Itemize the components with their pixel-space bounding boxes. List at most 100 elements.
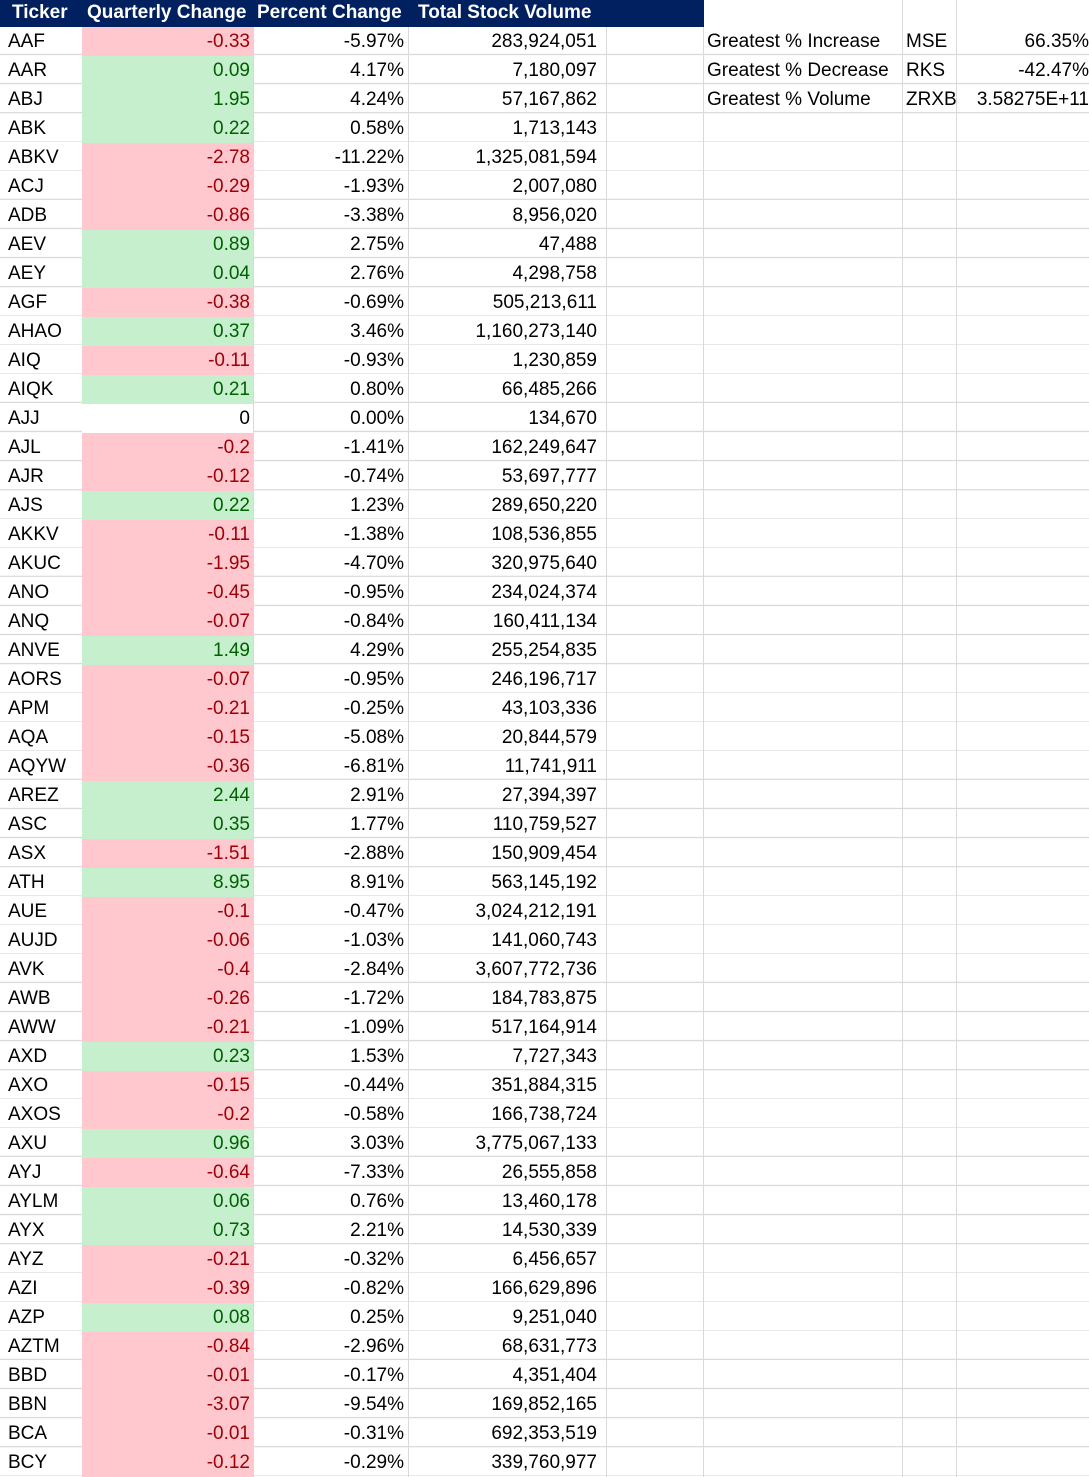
ticker-cell[interactable]: AWW — [8, 1017, 56, 1038]
total-stock-volume-cell[interactable]: 1,325,081,594 — [475, 147, 597, 168]
percent-change-cell[interactable]: -0.84% — [343, 611, 404, 632]
ticker-cell[interactable]: APM — [8, 698, 50, 719]
ticker-cell[interactable]: ASC — [8, 814, 48, 835]
total-stock-volume-cell[interactable]: 184,783,875 — [491, 988, 597, 1009]
ticker-cell[interactable]: AEY — [8, 263, 47, 284]
quarterly-change-cell[interactable]: 2.44 — [82, 781, 253, 810]
ticker-cell[interactable]: ANQ — [8, 611, 50, 632]
total-stock-volume-cell[interactable]: 47,488 — [538, 234, 597, 255]
ticker-cell[interactable]: AIQ — [8, 350, 41, 371]
quarterly-change-cell[interactable]: -0.07 — [82, 607, 253, 636]
percent-change-cell[interactable]: 2.21% — [350, 1220, 404, 1241]
quarterly-change-cell[interactable]: -0.2 — [82, 433, 253, 462]
total-stock-volume-cell[interactable]: 4,351,404 — [512, 1365, 597, 1386]
summary-label-cell[interactable]: Greatest % Increase — [707, 31, 881, 52]
ticker-cell[interactable]: AKUC — [8, 553, 61, 574]
ticker-cell[interactable]: ABKV — [8, 147, 59, 168]
total-stock-volume-cell[interactable]: 234,024,374 — [491, 582, 597, 603]
summary-value-cell[interactable]: 3.58275E+11 — [976, 89, 1089, 110]
quarterly-change-cell[interactable]: -0.1 — [82, 897, 253, 926]
ticker-cell[interactable]: BCA — [8, 1423, 48, 1444]
header-percent-change[interactable]: Percent Change — [257, 2, 402, 23]
total-stock-volume-cell[interactable]: 505,213,611 — [492, 292, 597, 313]
total-stock-volume-cell[interactable]: 3,607,772,736 — [475, 959, 597, 980]
total-stock-volume-cell[interactable]: 160,411,134 — [492, 611, 597, 632]
total-stock-volume-cell[interactable]: 53,697,777 — [501, 466, 597, 487]
ticker-cell[interactable]: ATH — [8, 872, 45, 893]
summary-ticker-cell[interactable]: ZRXB — [906, 89, 956, 110]
quarterly-change-cell[interactable]: -0.86 — [82, 201, 253, 230]
percent-change-cell[interactable]: -1.09% — [343, 1017, 404, 1038]
total-stock-volume-cell[interactable]: 14,530,339 — [501, 1220, 597, 1241]
quarterly-change-cell[interactable]: -0.15 — [82, 1071, 253, 1100]
total-stock-volume-cell[interactable]: 166,738,724 — [491, 1104, 597, 1125]
total-stock-volume-cell[interactable]: 169,852,165 — [491, 1394, 597, 1415]
percent-change-cell[interactable]: 4.24% — [350, 89, 404, 110]
total-stock-volume-cell[interactable]: 1,713,143 — [512, 118, 597, 139]
percent-change-cell[interactable]: 0.80% — [350, 379, 404, 400]
quarterly-change-cell[interactable]: 0.21 — [82, 375, 253, 404]
ticker-cell[interactable]: AXU — [8, 1133, 48, 1154]
quarterly-change-cell[interactable]: 8.95 — [82, 868, 253, 897]
percent-change-cell[interactable]: -5.08% — [343, 727, 404, 748]
total-stock-volume-cell[interactable]: 110,759,527 — [492, 814, 597, 835]
ticker-cell[interactable]: AGF — [8, 292, 48, 313]
total-stock-volume-cell[interactable]: 563,145,192 — [491, 872, 597, 893]
quarterly-change-cell[interactable]: 0.35 — [82, 810, 253, 839]
quarterly-change-cell[interactable]: -0.11 — [82, 346, 253, 375]
percent-change-cell[interactable]: -0.93% — [343, 350, 404, 371]
ticker-cell[interactable]: BBN — [8, 1394, 48, 1415]
percent-change-cell[interactable]: 1.23% — [350, 495, 404, 516]
total-stock-volume-cell[interactable]: 66,485,266 — [501, 379, 597, 400]
ticker-cell[interactable]: AWB — [8, 988, 51, 1009]
quarterly-change-cell[interactable]: 0 — [82, 404, 253, 433]
total-stock-volume-cell[interactable]: 141,060,743 — [491, 930, 597, 951]
quarterly-change-cell[interactable]: 0.06 — [82, 1187, 253, 1216]
percent-change-cell[interactable]: -0.17% — [343, 1365, 404, 1386]
percent-change-cell[interactable]: 8.91% — [350, 872, 404, 893]
total-stock-volume-cell[interactable]: 150,909,454 — [491, 843, 597, 864]
quarterly-change-cell[interactable]: -0.36 — [82, 752, 253, 781]
total-stock-volume-cell[interactable]: 108,536,855 — [491, 524, 597, 545]
quarterly-change-cell[interactable]: -0.01 — [82, 1419, 253, 1448]
total-stock-volume-cell[interactable]: 8,956,020 — [512, 205, 597, 226]
quarterly-change-cell[interactable]: -0.26 — [82, 984, 253, 1013]
ticker-cell[interactable]: ADB — [8, 205, 48, 226]
quarterly-change-cell[interactable]: 0.04 — [82, 259, 253, 288]
total-stock-volume-cell[interactable]: 162,249,647 — [491, 437, 597, 458]
percent-change-cell[interactable]: -2.96% — [343, 1336, 404, 1357]
percent-change-cell[interactable]: -4.70% — [343, 553, 404, 574]
summary-label-cell[interactable]: Greatest % Decrease — [707, 60, 889, 81]
summary-ticker-cell[interactable]: MSE — [906, 31, 948, 52]
percent-change-cell[interactable]: -1.03% — [343, 930, 404, 951]
ticker-cell[interactable]: ANVE — [8, 640, 60, 661]
quarterly-change-cell[interactable]: -0.39 — [82, 1274, 253, 1303]
percent-change-cell[interactable]: 1.77% — [350, 814, 404, 835]
percent-change-cell[interactable]: -0.31% — [343, 1423, 404, 1444]
percent-change-cell[interactable]: 2.91% — [350, 785, 404, 806]
ticker-cell[interactable]: ACJ — [8, 176, 44, 197]
total-stock-volume-cell[interactable]: 320,975,640 — [491, 553, 597, 574]
percent-change-cell[interactable]: -0.95% — [343, 669, 404, 690]
quarterly-change-cell[interactable]: -0.21 — [82, 1245, 253, 1274]
total-stock-volume-cell[interactable]: 692,353,519 — [491, 1423, 597, 1444]
total-stock-volume-cell[interactable]: 26,555,858 — [501, 1162, 597, 1183]
quarterly-change-cell[interactable]: -0.11 — [82, 520, 253, 549]
ticker-cell[interactable]: AKKV — [8, 524, 59, 545]
total-stock-volume-cell[interactable]: 4,298,758 — [512, 263, 597, 284]
total-stock-volume-cell[interactable]: 134,670 — [528, 408, 597, 429]
quarterly-change-cell[interactable]: -0.06 — [82, 926, 253, 955]
summary-label-cell[interactable]: Greatest % Volume — [707, 89, 871, 110]
quarterly-change-cell[interactable]: 0.22 — [82, 491, 253, 520]
percent-change-cell[interactable]: -1.41% — [343, 437, 404, 458]
ticker-cell[interactable]: AORS — [8, 669, 62, 690]
percent-change-cell[interactable]: -0.47% — [343, 901, 404, 922]
ticker-cell[interactable]: AREZ — [8, 785, 59, 806]
quarterly-change-cell[interactable]: 1.49 — [82, 636, 253, 665]
total-stock-volume-cell[interactable]: 2,007,080 — [512, 176, 597, 197]
total-stock-volume-cell[interactable]: 9,251,040 — [512, 1307, 597, 1328]
total-stock-volume-cell[interactable]: 13,460,178 — [501, 1191, 597, 1212]
ticker-cell[interactable]: AZP — [8, 1307, 45, 1328]
quarterly-change-cell[interactable]: -2.78 — [82, 143, 253, 172]
total-stock-volume-cell[interactable]: 6,456,657 — [512, 1249, 597, 1270]
